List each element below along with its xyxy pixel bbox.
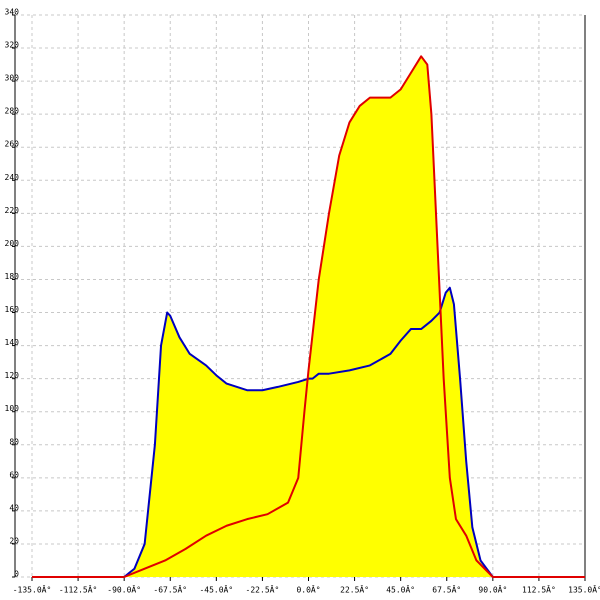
y-tick-label: 40 [9, 503, 19, 512]
y-tick-label: 280 [5, 107, 20, 116]
y-tick-label: 240 [5, 173, 20, 182]
y-tick-label: 100 [5, 404, 20, 413]
y-tick-label: 220 [5, 206, 20, 215]
y-tick-label: 260 [5, 140, 20, 149]
x-tick-label: 90.0Â° [478, 584, 507, 595]
line [32, 55, 585, 578]
x-tick-label: -45.0Â° [199, 584, 233, 595]
y-tick-label: 140 [5, 338, 20, 347]
x-tick-label: 135.0Â° [568, 584, 600, 595]
y-tick-label: 200 [5, 239, 20, 248]
x-tick-label: 112.5Â° [522, 584, 556, 595]
line [123, 286, 494, 578]
x-tick-label: -112.5Â° [59, 584, 98, 595]
y-tick-label: 80 [9, 437, 19, 446]
area [32, 56, 585, 577]
y-tick-label: 120 [5, 371, 20, 380]
y-tick-label: 320 [5, 41, 20, 50]
x-tick-label: -67.5Â° [153, 584, 187, 595]
x-tick-label: 0.0Â° [296, 584, 320, 595]
y-tick-label: 160 [5, 305, 20, 314]
y-tick-label: 60 [9, 470, 19, 479]
y-tick-label: 340 [5, 8, 20, 17]
x-tick-label: 67.5Â° [432, 584, 461, 595]
x-tick-label: -90.0Â° [107, 584, 141, 595]
y-tick-label: 0 [14, 570, 19, 579]
y-tick-label: 180 [5, 272, 20, 281]
x-tick-label: -22.5Â° [246, 584, 280, 595]
y-tick-label: 300 [5, 74, 20, 83]
x-tick-label: -135.0Â° [13, 584, 52, 595]
x-tick-label: 22.5Â° [340, 584, 369, 595]
y-tick-label: 20 [9, 536, 19, 545]
x-tick-label: 45.0Â° [386, 584, 415, 595]
